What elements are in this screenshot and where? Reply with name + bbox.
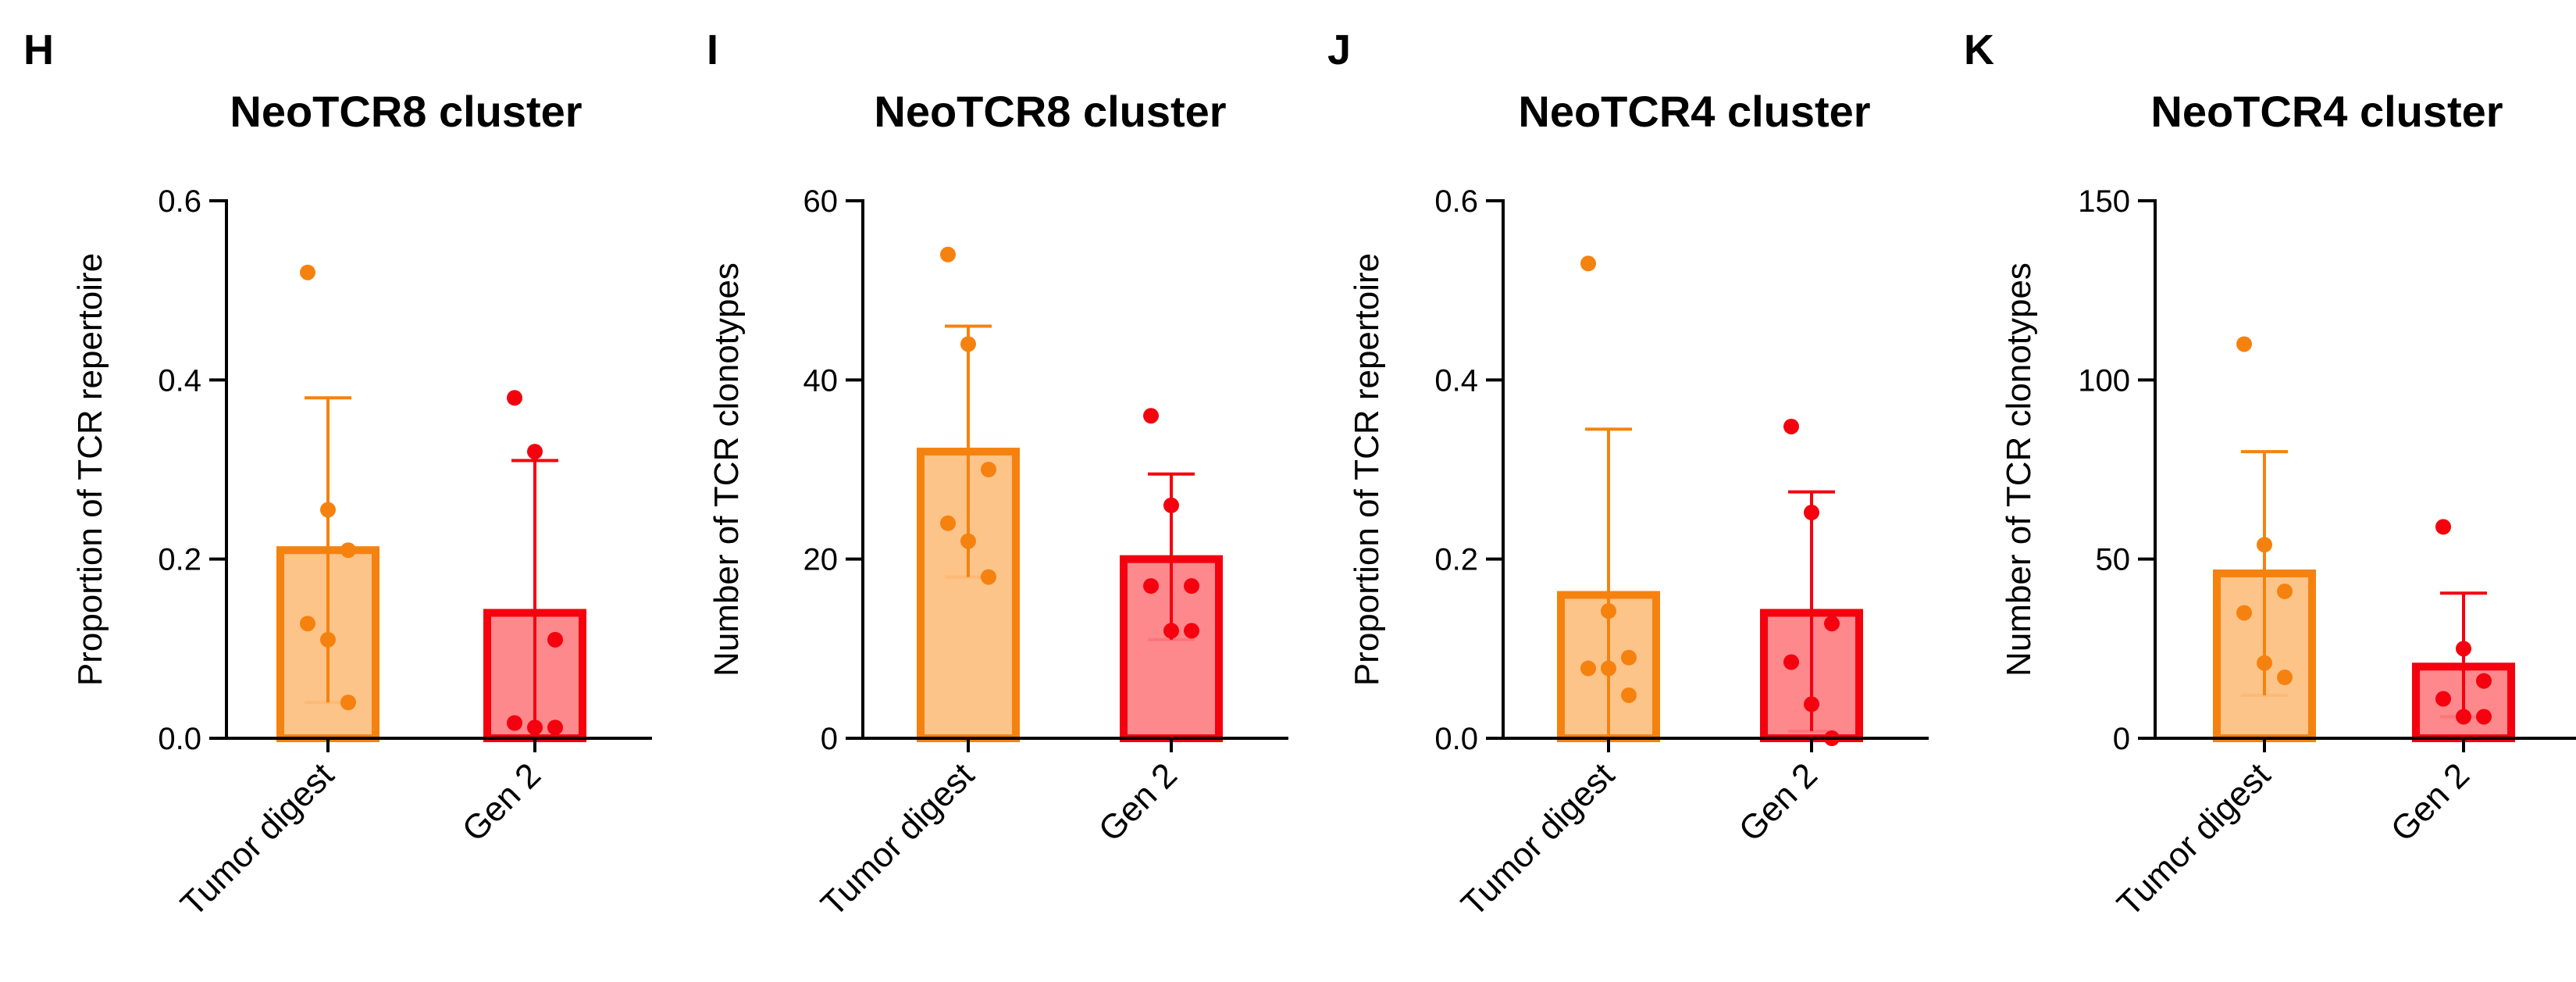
data-point — [1804, 505, 1819, 521]
x-tick-label: Tumor digest — [2110, 755, 2278, 923]
data-point — [1163, 497, 1179, 513]
data-point — [2257, 537, 2272, 553]
y-tick-label: 20 — [803, 543, 839, 577]
y-tick-label: 0.0 — [158, 722, 201, 756]
data-point — [981, 462, 996, 477]
data-point — [1824, 616, 1840, 632]
chart-panel-i: I NeoTCR8 cluster Number of TCR clonotypes… — [707, 27, 1288, 923]
y-tick-label: 150 — [2078, 184, 2130, 219]
data-point — [507, 390, 522, 406]
data-point — [1601, 603, 1616, 620]
panel-letter: H — [23, 27, 54, 73]
data-point — [527, 444, 543, 460]
panels-group: H NeoTCR8 cluster Proportion of TCR repert… — [23, 27, 2576, 923]
panel-letter: J — [1327, 27, 1351, 73]
data-point — [2476, 673, 2492, 689]
data-point — [960, 336, 976, 352]
chart-panel-h: H NeoTCR8 cluster Proportion of TCR repert… — [23, 27, 652, 923]
data-point — [340, 542, 356, 559]
data-point — [320, 631, 336, 648]
y-tick-label: 0.2 — [158, 543, 201, 577]
x-tick-label: Tumor digest — [1454, 755, 1622, 923]
y-tick-label: 60 — [803, 184, 839, 219]
chart-title: NeoTCR8 cluster — [874, 87, 1226, 136]
y-tick-label: 0.0 — [1434, 722, 1478, 756]
y-axis-label: Proportion of TCR repertoire — [1348, 253, 1386, 686]
data-point — [2236, 605, 2252, 621]
x-tick-label: Gen 2 — [1732, 755, 1825, 848]
data-point — [1143, 578, 1159, 595]
data-point — [1804, 696, 1819, 712]
data-point — [1580, 660, 1596, 677]
data-point — [2277, 670, 2293, 686]
chart-title: NeoTCR4 cluster — [1518, 87, 1870, 136]
x-tick-label: Gen 2 — [455, 755, 548, 848]
x-tick-label: Tumor digest — [173, 755, 341, 923]
data-point — [981, 569, 996, 585]
data-point — [1621, 649, 1637, 666]
data-point — [1184, 578, 1199, 595]
y-tick-label: 0.6 — [1434, 184, 1478, 219]
y-tick-label: 0.6 — [158, 184, 201, 219]
data-point — [2456, 709, 2471, 725]
data-point — [547, 720, 563, 736]
y-tick-label: 100 — [2078, 363, 2130, 398]
chart-panel-k: K NeoTCR4 cluster Number of TCR clonotypes… — [1964, 27, 2576, 923]
chart-title: NeoTCR4 cluster — [2150, 87, 2503, 136]
chart-panel-j: J NeoTCR4 cluster Proportion of TCR repert… — [1327, 27, 1929, 923]
panel-letter: K — [1964, 27, 1994, 73]
data-point — [1143, 408, 1159, 424]
data-point — [2236, 336, 2252, 352]
data-point — [2257, 655, 2272, 671]
y-tick-label: 0.4 — [158, 363, 201, 398]
chart-title: NeoTCR8 cluster — [230, 87, 582, 136]
data-point — [940, 515, 956, 531]
data-point — [2456, 641, 2471, 657]
data-point — [2476, 709, 2492, 725]
data-point — [1783, 654, 1799, 670]
data-point — [940, 246, 956, 262]
data-point — [547, 631, 563, 648]
data-point — [300, 616, 315, 632]
data-point — [2435, 691, 2451, 707]
data-point — [1163, 623, 1179, 639]
data-point — [340, 695, 356, 711]
panel-letter: I — [707, 27, 718, 73]
y-tick-label: 0 — [821, 722, 838, 756]
y-axis-label: Number of TCR clonotypes — [707, 262, 746, 677]
y-axis-label: Number of TCR clonotypes — [2000, 262, 2038, 677]
y-tick-label: 50 — [2096, 543, 2131, 577]
x-tick-label: Gen 2 — [2384, 755, 2477, 848]
y-tick-label: 0.4 — [1434, 363, 1478, 398]
x-tick-label: Tumor digest — [814, 755, 982, 923]
data-point — [300, 264, 315, 280]
data-point — [1783, 418, 1799, 434]
data-point — [1184, 623, 1199, 639]
data-point — [1621, 687, 1637, 703]
data-point — [2435, 519, 2451, 535]
y-tick-label: 0.2 — [1434, 543, 1478, 577]
data-point — [507, 715, 522, 731]
data-point — [320, 502, 336, 518]
data-point — [527, 720, 543, 736]
y-tick-label: 40 — [803, 363, 839, 398]
data-point — [1601, 660, 1616, 677]
data-point — [2277, 583, 2293, 599]
x-tick-label: Gen 2 — [1092, 755, 1185, 848]
data-point — [1580, 255, 1596, 272]
y-tick-label: 0 — [2113, 722, 2130, 756]
data-point — [960, 533, 976, 549]
y-axis-label: Proportion of TCR repertoire — [71, 253, 109, 686]
